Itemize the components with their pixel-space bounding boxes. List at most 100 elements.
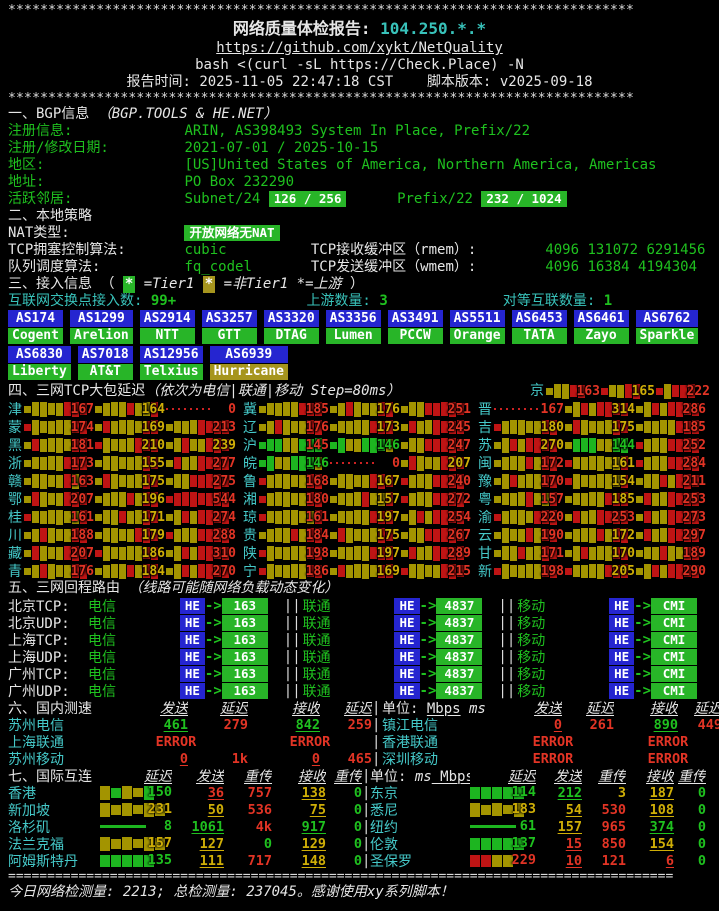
latency-value: 196 [141, 491, 165, 507]
intl-latency-value: 183 [511, 801, 536, 817]
metric-value: 0 [311, 750, 320, 767]
latency-bar-segment [127, 419, 134, 435]
latency-value: 161 [70, 509, 94, 525]
latency-bar-segment [103, 421, 110, 433]
route-arrow: -> [419, 597, 437, 614]
latency-cell: 175 [565, 419, 636, 436]
latency-bar-segment [330, 549, 337, 557]
route-badge-cluster: HE -> 163 [179, 631, 268, 648]
latency-bar-segment [660, 492, 667, 506]
nat-badge: 开放网络无NAT [184, 225, 280, 241]
latency-value: 184 [305, 527, 329, 543]
province-label: 粤 [478, 492, 492, 508]
speed-node-name: 镇江电信 [382, 717, 438, 734]
latency-row: 青 176 184 270 宁 186 169 215 新 198 205 290 [8, 562, 711, 580]
latency-bar-segment [625, 384, 632, 398]
latency-cell: 197 [330, 545, 401, 562]
latency-bar-segment [338, 511, 345, 523]
latency-cell: 288 [166, 527, 237, 544]
latency-bar-segment [80, 420, 87, 434]
province-label: 琼 [243, 510, 257, 526]
latency-bar-segment [119, 563, 126, 579]
latency-cell: 284 [636, 455, 707, 472]
latency-bar-segment [581, 492, 588, 506]
latency-bar-segment [56, 420, 63, 434]
route-hop-group: 电信 HE -> 163 [88, 630, 282, 650]
latency-cell: 247 [401, 437, 472, 454]
policy-queue-row: 队列调度算法: fq_codel TCP发送缓冲区（wmem）: 4096 16… [8, 259, 711, 276]
latency-bar-segment [636, 549, 643, 557]
latency-bar-segment [346, 546, 353, 560]
script-version-label: 脚本版本: [426, 74, 492, 90]
latency-bar-segment [111, 854, 121, 867]
speed-row: 苏州移动 0 1k 0 465||深圳移动 ERROR ERROR [8, 750, 711, 768]
latency-bar-segment [275, 565, 282, 577]
latency-bar-segment [692, 510, 699, 524]
latency-bar-segment [613, 492, 620, 506]
latency-bar-segment [362, 474, 369, 488]
latency-bar-segment [636, 567, 643, 575]
latency-bar-segment [370, 565, 377, 577]
route-row: 上海TCP: 电信 HE -> 163 || 联通 HE -> 4837 || 移动 HE -> CMI [8, 630, 711, 650]
latency-bar-segment [48, 475, 55, 487]
latency-bar-segment [597, 474, 604, 488]
latency-bar-segment [605, 401, 612, 417]
latency-province-group: 桂 161 171 274 [8, 507, 237, 527]
latency-bar-segment [676, 529, 683, 541]
route-isp-label: 电信 [88, 649, 116, 666]
route-arrow: -> [419, 614, 437, 631]
latency-bar-segment [135, 564, 142, 578]
latency-bar-segment [174, 509, 181, 525]
route-arrow: -> [204, 648, 222, 665]
latency-bar-segment [166, 459, 173, 467]
latency-bar-segment [597, 509, 604, 525]
latency-bar-segment [660, 455, 667, 471]
latency-cell: 297 [636, 527, 707, 544]
intl-col-header: 延迟 [508, 768, 536, 785]
latency-bar-segment [32, 511, 39, 523]
latency-cell: 254 [401, 509, 472, 526]
latency-cell: 175 [330, 527, 401, 544]
as-name-badge: DTAG [263, 328, 319, 344]
latency-province-group: 甘 171 170 189 [478, 543, 707, 563]
latency-bar-segment [644, 511, 651, 523]
latency-bar-segment [644, 438, 651, 452]
latency-bar-segment [72, 545, 79, 561]
latency-bar-segment [206, 563, 213, 579]
policy-tcp-row: TCP拥塞控制算法: cubic TCP接收缓冲区（rmem）: 4096 13… [8, 242, 711, 259]
github-link[interactable]: https://github.com/xykt/NetQuality [216, 40, 503, 56]
latency-bar-segment [299, 492, 306, 506]
metric-value: 54 [565, 801, 582, 818]
latency-bar-segment [644, 421, 651, 433]
as-name-badge: Cogent [8, 328, 63, 344]
latency-cell: 161 [24, 509, 95, 526]
latency-bar-segment [589, 527, 596, 543]
latency-bar-segment [534, 546, 541, 560]
metric-value: 0 [353, 818, 362, 835]
latency-bar-segment [206, 545, 213, 561]
latency-bar-segment [449, 455, 456, 471]
as-name-badge: Orange [449, 328, 505, 344]
latency-bar-segment [417, 437, 424, 453]
latency-cell: 167 [24, 401, 95, 418]
wmem-value: 4096 16384 4194304 [545, 259, 698, 275]
route-separator: || [498, 665, 516, 682]
intl-city-name: 伦敦 [370, 836, 398, 853]
latency-bar-segment [346, 527, 353, 543]
latency-bar-segment [425, 546, 432, 560]
latency-bar-segment [127, 456, 134, 470]
routes-table: 北京TCP: 电信 HE -> 163 || 联通 HE -> 4837 || 移动 HE -> CMI 北京… [8, 597, 711, 701]
latency-cell: 245 [401, 419, 472, 436]
route-hop-group: 电信 HE -> 163 [88, 613, 282, 633]
column-separator: || [372, 699, 382, 716]
latency-bar-segment [433, 402, 440, 416]
route-hop-group: 联通 HE -> 4837 [303, 681, 497, 701]
latency-bar-segment [433, 438, 440, 452]
prefix-label: Prefix/22 [397, 191, 473, 207]
intl-city-name: 香港 [8, 785, 36, 802]
dest-asn-badge: 4837 [436, 597, 483, 614]
latency-bar-segment [151, 546, 158, 560]
latency-bar-segment [267, 511, 274, 523]
latency-value: 289 [447, 545, 471, 561]
latency-bar-segment [338, 565, 345, 577]
